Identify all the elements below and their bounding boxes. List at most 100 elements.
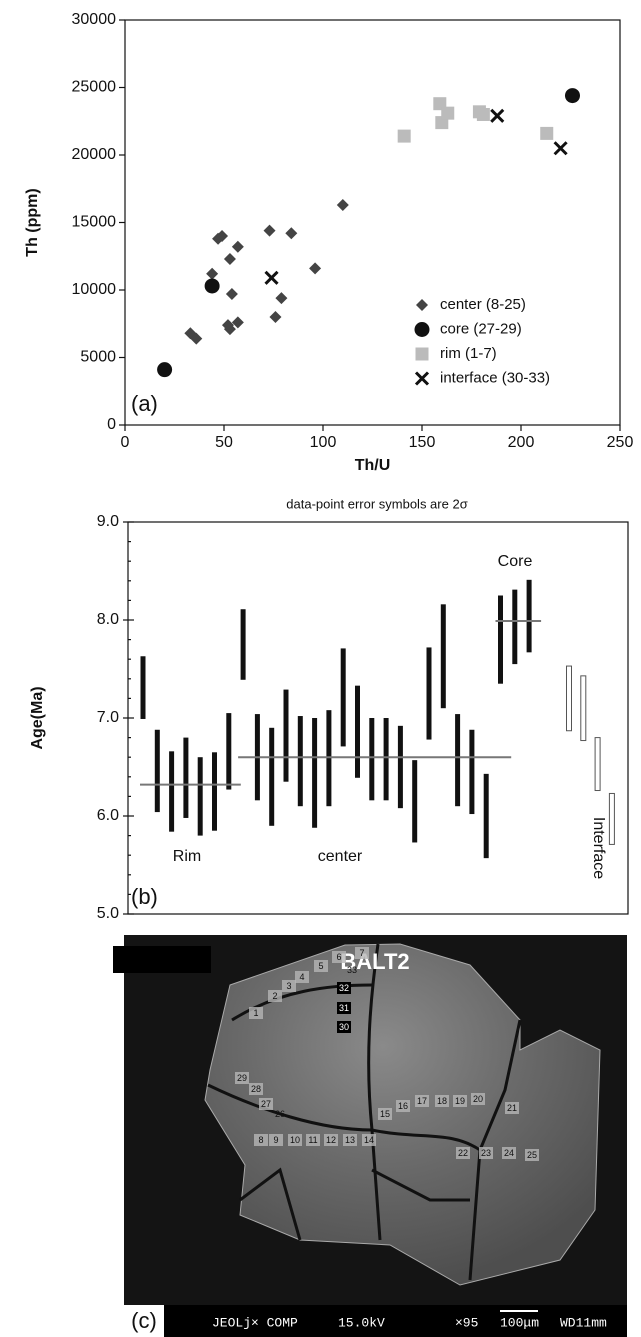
spot-box [295,971,309,983]
spot-box [479,1147,493,1159]
spot-label: 21 [507,1103,517,1113]
spot-box [456,1147,470,1159]
spot-box [355,947,369,959]
x-axis-label: Th/U [355,457,391,474]
spot-box [282,980,296,992]
group-label: center [318,848,363,865]
x-tick-label: 0 [121,434,130,451]
spot-label: 19 [455,1096,465,1106]
spot-box [337,982,351,994]
legend-label: core (27-29) [440,320,522,337]
point [206,267,219,280]
info-text: JEOLj× COMP [212,1315,298,1330]
legend-entry: rim (1-7) [415,345,497,362]
info-text: WD11mm [560,1315,607,1330]
group-label: Core [498,553,533,570]
error-bar [580,675,587,742]
point [264,270,279,285]
plot-frame [124,19,621,426]
legend-marker [416,299,428,311]
point [204,278,220,294]
info-bar [124,1305,627,1337]
error-bar [455,714,461,807]
spot-label: 25 [527,1150,537,1160]
spot-label: 28 [251,1084,261,1094]
point [263,224,276,237]
spot-label: 23 [481,1148,491,1158]
spot-box [502,1147,516,1159]
error-bar [512,589,518,665]
point [225,288,238,301]
spot-label: 6 [336,952,341,962]
y-tick-label: 5000 [80,349,116,366]
point [269,311,282,323]
x-tick-label: 50 [215,434,233,451]
spot-label: 2 [272,991,277,1001]
error-bar [226,713,232,790]
legend-marker [414,322,430,337]
point [285,227,298,240]
error-bar [297,716,303,807]
spot-box [337,1002,351,1014]
y-axis-label: Age(Ma) [29,686,46,749]
y-tick-label: 6.0 [97,807,119,824]
legend-marker [415,347,429,361]
spot-label: 3 [286,981,291,991]
spot-label: 33 [347,965,357,975]
panel-label: (c) [131,1308,157,1333]
error-bar [355,685,360,778]
y-tick-label: 0 [107,416,116,433]
spot-label: 8 [258,1135,263,1145]
error-bar [383,718,389,801]
spot-box [306,1134,320,1146]
error-bar [169,751,175,832]
point [216,230,229,242]
info-text: 15.0kV [338,1315,385,1330]
error-bar [212,752,217,831]
spot-label: 11 [308,1135,317,1145]
spot-box [362,1134,376,1146]
legend-entry: core (27-29) [414,320,522,337]
group-label: Rim [173,848,201,865]
spot-label: 15 [380,1109,390,1119]
point [540,126,554,140]
y-tick-label: 10000 [72,281,117,298]
error-bar [440,604,446,709]
spot-box [505,1102,519,1114]
error-bar [526,579,532,653]
point [190,332,203,345]
spot-box [396,1100,410,1112]
point [223,252,236,265]
point [275,292,288,305]
spot-box [453,1095,467,1107]
plot-frame [127,521,629,915]
panel-label: (b) [131,884,158,909]
spot-label: 24 [504,1148,514,1158]
label-box [124,1305,164,1337]
spot-label: 4 [299,972,304,982]
error-bar [240,609,246,680]
y-tick-label: 9.0 [97,513,119,530]
point [490,108,505,123]
point [223,323,236,336]
spot-box [288,1134,302,1146]
y-tick-label: 25000 [72,79,117,96]
error-bar [283,689,289,782]
error-bar [608,792,615,845]
x-tick-label: 150 [409,434,436,451]
spot-box [249,1083,263,1095]
error-bar [483,773,489,859]
spot-label: 13 [345,1135,355,1145]
error-bar [594,737,601,792]
y-tick-label: 15000 [72,214,117,231]
point [336,198,349,211]
spot-box [332,951,346,963]
y-tick-label: 7.0 [97,709,119,726]
legend-label: rim (1-7) [440,345,497,362]
spot-label: 10 [290,1135,300,1145]
image-title: BALT2 [340,949,409,974]
point [441,106,455,120]
y-axis-label: Th (ppm) [24,188,41,256]
legend-marker [414,371,430,386]
